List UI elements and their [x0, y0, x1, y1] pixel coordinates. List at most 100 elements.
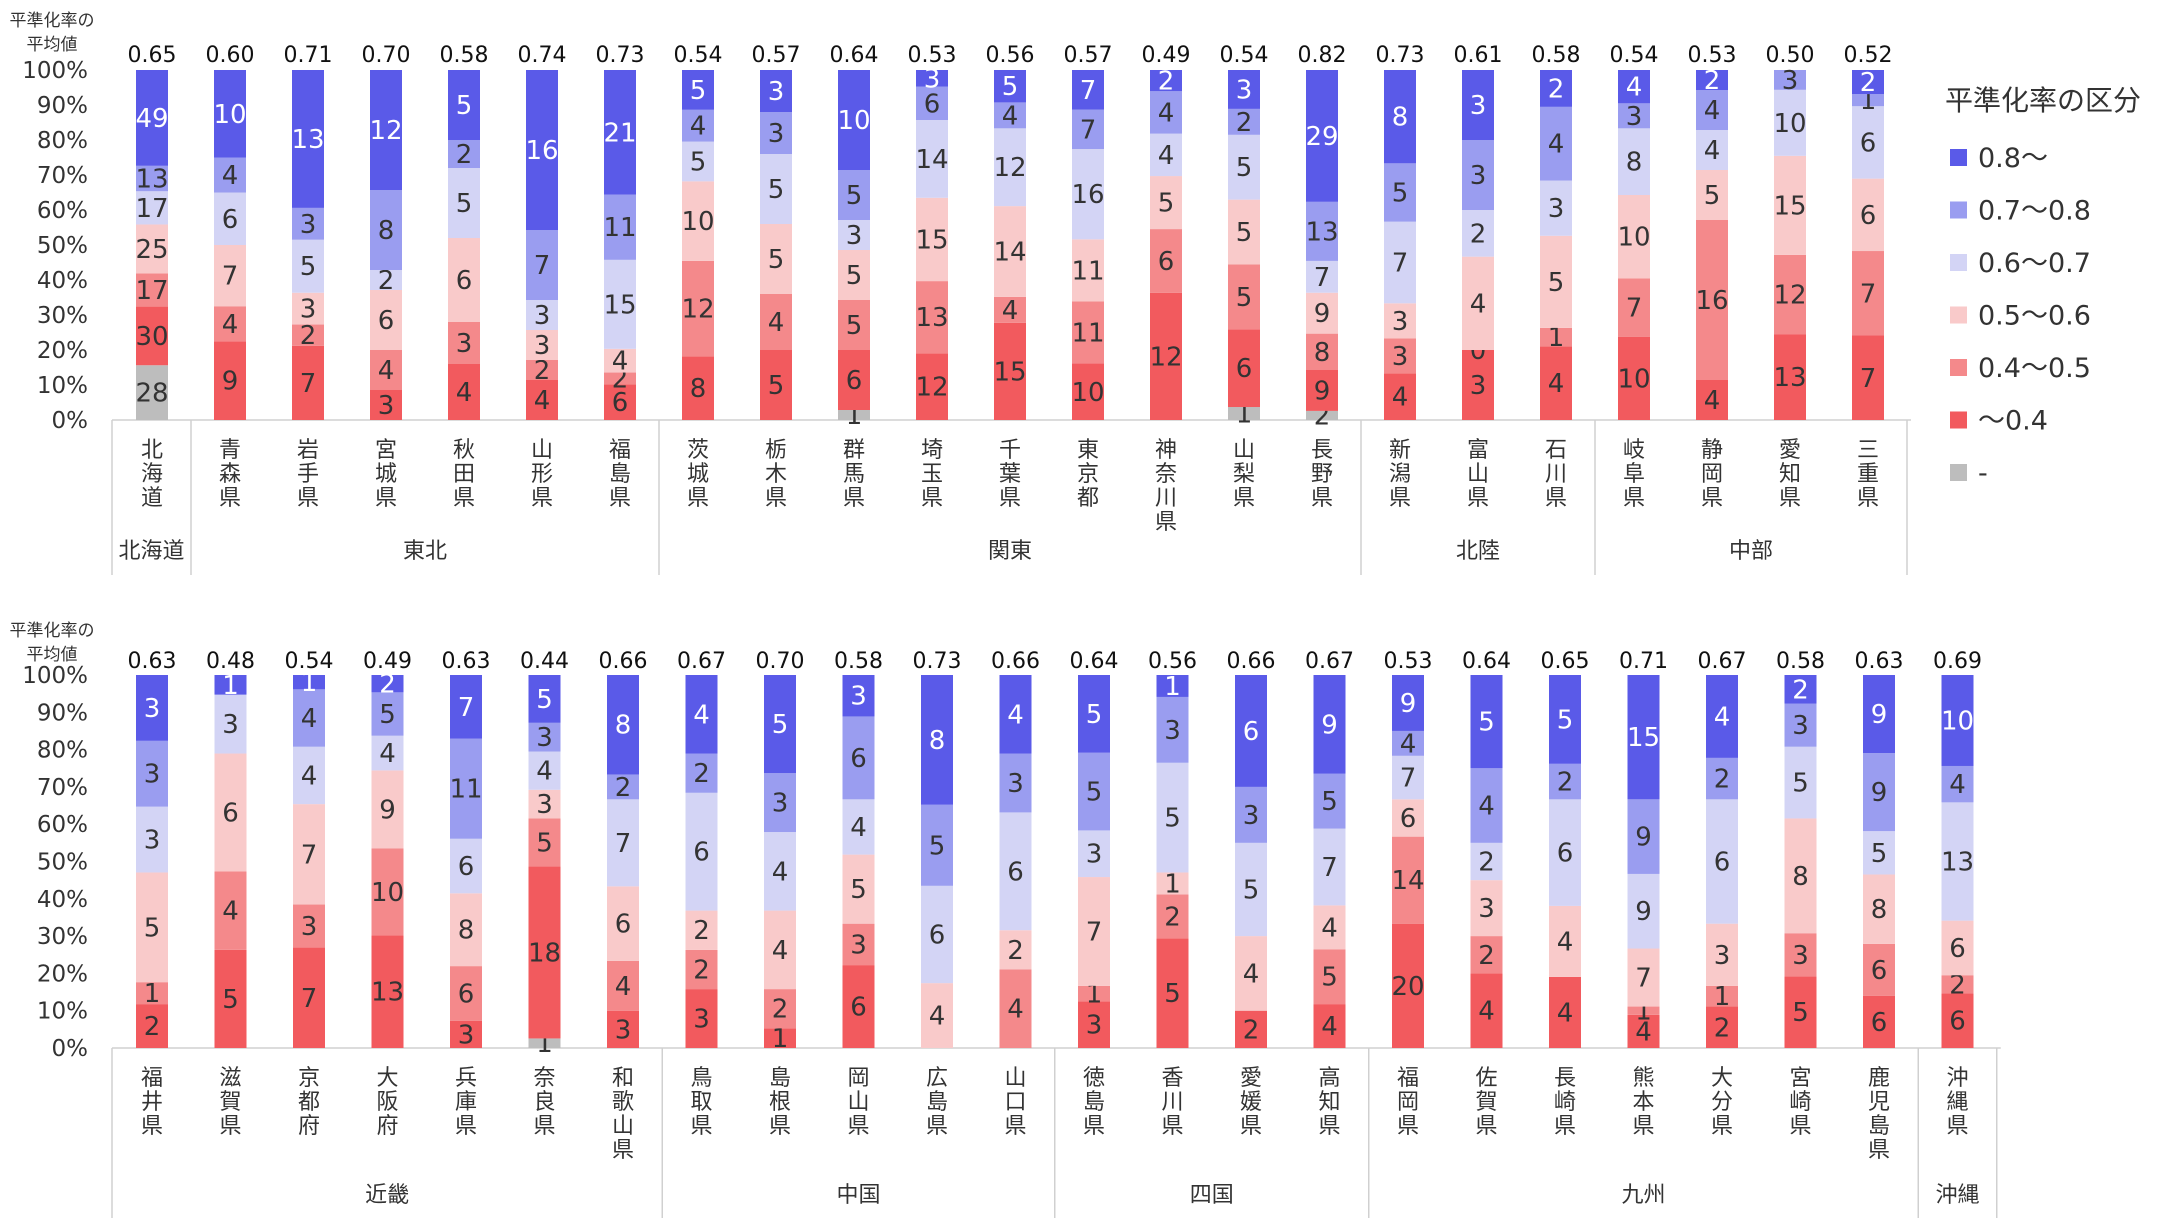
category-label: 賀	[219, 1090, 241, 1115]
category-label: 県	[1311, 486, 1333, 511]
bar-segment-c5	[607, 774, 639, 800]
category-label: 県	[1475, 1114, 1497, 1139]
y-tick-label: 20%	[37, 338, 88, 364]
average-value: 0.53	[1688, 43, 1737, 68]
bar-segment-c1	[1072, 363, 1104, 420]
bar-segment-c3	[916, 197, 948, 282]
data-label: 12	[1773, 281, 1806, 311]
bar-segment-c1	[293, 947, 325, 1048]
data-label: 5	[1548, 268, 1565, 298]
data-label: 6	[1714, 848, 1731, 878]
data-label: 3	[534, 331, 551, 361]
average-value: 0.67	[677, 649, 726, 674]
category-label: 県	[1233, 486, 1255, 511]
data-label: 1	[772, 1024, 789, 1054]
category-label: 田	[453, 462, 475, 487]
data-label: 10	[1617, 364, 1650, 394]
category-label: 県	[1467, 486, 1489, 511]
average-value: 0.67	[1305, 649, 1354, 674]
bar-segment-c2	[528, 818, 561, 867]
average-value: 0.73	[596, 43, 645, 68]
category-label: 長	[1311, 438, 1333, 463]
data-label: 9	[379, 795, 396, 825]
data-label: 3	[536, 790, 553, 820]
average-value: 0.61	[1454, 43, 1503, 68]
bar-segment-c3	[136, 224, 168, 274]
data-label: 3	[534, 301, 551, 331]
data-label: 16	[1071, 180, 1104, 210]
data-label: 2	[615, 773, 632, 803]
data-label: 7	[1860, 364, 1877, 394]
data-label: 8	[378, 216, 395, 246]
bar-segment-c2	[1774, 254, 1806, 335]
average-value: 0.64	[1070, 649, 1119, 674]
data-label: 5	[1704, 181, 1721, 211]
bar-segment-c4	[1540, 180, 1572, 236]
data-label: 17	[135, 276, 168, 306]
data-label: 5	[1002, 72, 1019, 102]
data-label: 4	[222, 161, 239, 191]
bar-segment-c4	[292, 239, 324, 293]
data-label: 8	[615, 711, 632, 741]
bar-segment-c3	[136, 872, 168, 983]
data-label: 4	[1704, 386, 1721, 416]
bar-segment-c2	[685, 949, 718, 990]
data-label: 3	[768, 119, 785, 149]
data-label: 12	[369, 116, 402, 146]
data-label: 4	[301, 761, 318, 791]
bar-segment-c1	[604, 384, 636, 420]
data-label: 12	[915, 373, 948, 403]
category-label: 京	[1077, 462, 1099, 487]
category-label: 神	[1155, 438, 1177, 463]
category-label: 宮	[1789, 1066, 1811, 1091]
bar-segment-c3	[1549, 905, 1581, 977]
bar-segment-c5	[764, 773, 796, 833]
category-label: 分	[1711, 1090, 1733, 1115]
category-label: 県	[375, 486, 397, 511]
legend-swatch	[1950, 149, 1967, 166]
y-tick-label: 20%	[37, 961, 88, 987]
average-value: 0.57	[1064, 43, 1113, 68]
data-label: 2	[1007, 936, 1024, 966]
data-label: 3	[1243, 801, 1260, 831]
category-label: 秋	[453, 438, 475, 463]
data-label: 4	[1002, 296, 1019, 326]
average-value: 0.53	[908, 43, 957, 68]
data-label: 4	[693, 700, 710, 730]
bar-segment-c6	[448, 70, 480, 140]
data-label: 7	[534, 251, 551, 281]
average-value: 0.64	[830, 43, 879, 68]
data-label: 4	[850, 813, 867, 843]
data-label: 2	[1478, 848, 1495, 878]
data-label: 6	[929, 920, 946, 950]
bar-segment-c6	[1470, 675, 1503, 769]
bar-segment-c3	[526, 330, 558, 360]
category-label: 府	[298, 1114, 320, 1139]
data-label: 3	[768, 77, 785, 107]
data-label: 3	[378, 391, 395, 421]
bar-segment-c4	[1941, 802, 1974, 921]
bar-segment-c3	[214, 245, 246, 307]
data-label: 13	[135, 165, 168, 195]
category-label: 熊	[1632, 1066, 1654, 1091]
category-label: 潟	[1389, 462, 1411, 487]
bar-segment-c2	[1941, 975, 1974, 994]
bar-segment-c3	[214, 753, 247, 872]
category-label: 崎	[1789, 1090, 1811, 1115]
category-label: 鳥	[690, 1066, 712, 1091]
data-label: 4	[1400, 729, 1417, 759]
data-label: 4	[615, 972, 632, 1002]
category-label: 県	[1857, 486, 1879, 511]
data-label: 7	[301, 840, 318, 870]
data-label: 4	[612, 347, 629, 377]
data-label: 4	[1321, 913, 1338, 943]
bar-segment-c5	[1392, 730, 1424, 756]
bar-segment-c6	[607, 675, 639, 775]
data-label: 5	[1792, 769, 1809, 799]
y-tick-label: 0%	[52, 1036, 89, 1062]
data-label: 8	[1871, 895, 1888, 925]
average-value: 0.53	[1384, 649, 1433, 674]
data-label: 16	[1695, 286, 1728, 316]
category-label: 島	[609, 462, 631, 487]
bar-segment-c5	[1774, 70, 1806, 90]
